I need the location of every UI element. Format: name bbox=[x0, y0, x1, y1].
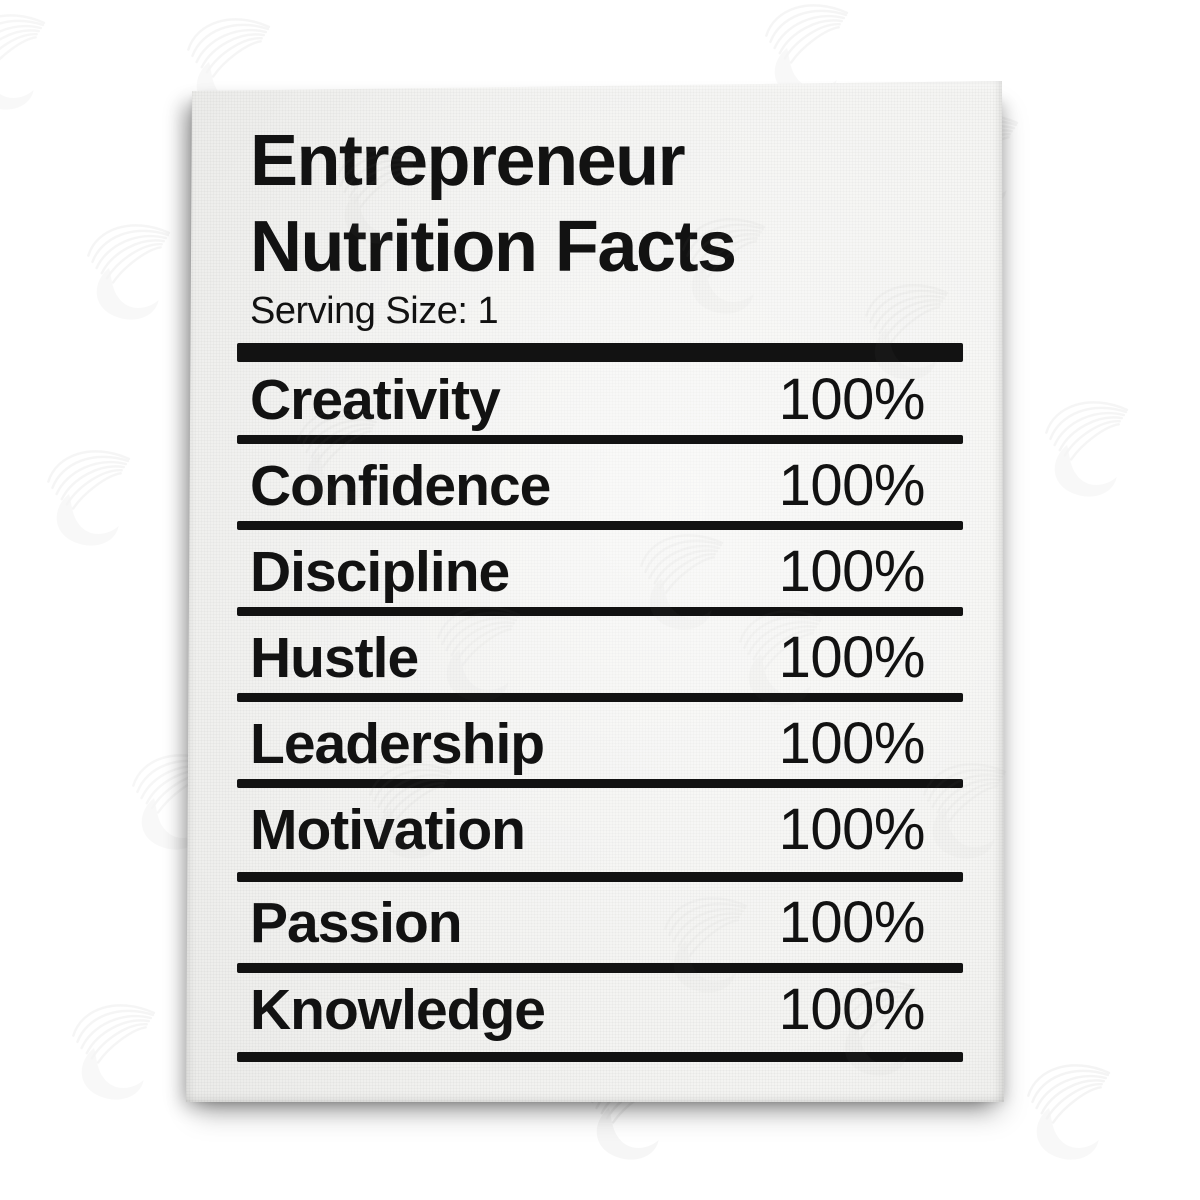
trait-value: 100% bbox=[778, 711, 926, 776]
row-separator bbox=[237, 1052, 963, 1062]
label-title-line-1: Entrepreneur bbox=[250, 121, 686, 201]
trait-value: 100% bbox=[778, 367, 926, 432]
row-separator bbox=[237, 779, 963, 788]
swirl-watermark-icon bbox=[1018, 1046, 1142, 1170]
trait-value: 100% bbox=[778, 977, 926, 1042]
header-thick-bar bbox=[237, 343, 963, 362]
row-separator bbox=[237, 607, 963, 616]
trait-name: Knowledge bbox=[250, 978, 546, 1042]
trait-value: 100% bbox=[778, 797, 926, 862]
trait-name: Creativity bbox=[250, 368, 501, 432]
trait-value: 100% bbox=[778, 453, 926, 518]
row-separator bbox=[237, 693, 963, 702]
trait-value: 100% bbox=[778, 890, 926, 955]
trait-value: 100% bbox=[778, 625, 926, 690]
swirl-watermark-icon bbox=[38, 432, 162, 556]
trait-value: 100% bbox=[778, 539, 926, 604]
swirl-watermark-icon bbox=[78, 206, 202, 330]
trait-name: Motivation bbox=[250, 798, 526, 862]
trait-name: Leadership bbox=[250, 712, 545, 776]
row-separator bbox=[237, 963, 963, 973]
trait-name: Confidence bbox=[250, 454, 551, 518]
serving-size-text: Serving Size: 1 bbox=[250, 290, 499, 332]
swirl-watermark-icon bbox=[63, 986, 187, 1110]
swirl-watermark-icon bbox=[0, 0, 77, 120]
row-separator bbox=[237, 872, 963, 882]
trait-name: Discipline bbox=[250, 540, 510, 604]
swirl-watermark-icon bbox=[1036, 383, 1160, 507]
label-title-line-2: Nutrition Facts bbox=[250, 207, 737, 287]
trait-name: Hustle bbox=[250, 626, 419, 690]
trait-name: Passion bbox=[250, 891, 463, 955]
row-separator bbox=[237, 435, 963, 444]
row-separator bbox=[237, 521, 963, 530]
